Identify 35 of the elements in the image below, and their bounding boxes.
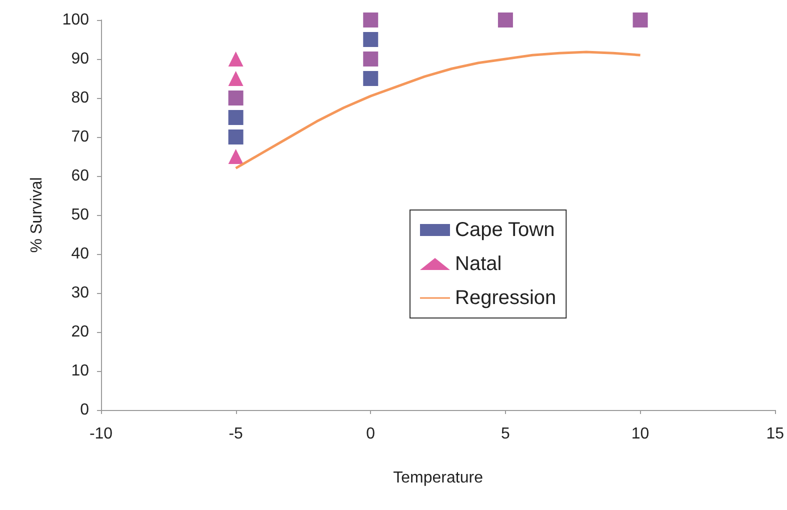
point [363, 32, 378, 47]
point [498, 12, 513, 28]
y-tick-label: 30 [71, 284, 90, 302]
legend-label: Cape Town [455, 219, 555, 241]
legend-label: Regression [455, 287, 556, 309]
point [228, 71, 244, 86]
x-tick-label: 5 [501, 426, 510, 442]
x-tick-label: 15 [766, 426, 784, 442]
point [228, 110, 244, 125]
point [363, 52, 378, 66]
point [228, 149, 244, 164]
point [228, 90, 244, 106]
y-tick-label: 40 [71, 246, 90, 262]
y-tick-label: 60 [71, 168, 90, 184]
point [228, 130, 244, 144]
x-axis-title: Temperature [393, 470, 484, 486]
x-tick-label: 10 [631, 426, 650, 442]
y-tick-label: 10 [71, 362, 90, 380]
line-series [234, 50, 642, 170]
y-tick-label: 0 [80, 402, 90, 418]
y-tick-label: 90 [71, 50, 90, 68]
y-tick-label: 80 [71, 90, 90, 106]
x-tick-label: 0 [366, 426, 376, 442]
y-tick-label: 100 [62, 12, 90, 28]
point [363, 71, 378, 86]
y-tick-label: 50 [71, 206, 90, 224]
legend-label: Natal [455, 253, 502, 275]
y-tick-label: 20 [71, 324, 90, 340]
point [632, 12, 648, 28]
point [228, 52, 244, 66]
x-tick-label: -5 [228, 426, 244, 442]
y-axis-title: % Survival [28, 177, 46, 253]
x-tick-label: -10 [89, 426, 113, 442]
y-tick-label: 70 [71, 128, 90, 146]
point [363, 12, 378, 28]
